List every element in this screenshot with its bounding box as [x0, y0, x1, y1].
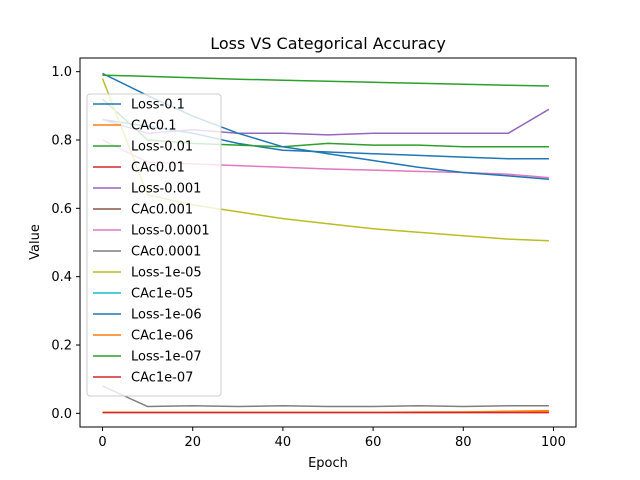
legend-label: CAc1e-07 [131, 371, 193, 386]
y-tick-label: 0.2 [51, 339, 72, 354]
y-axis: 0.0 0.2 0.4 0.6 0.8 1.0 [51, 65, 80, 422]
y-axis-label: Value [28, 224, 43, 260]
legend-label: CAc0.0001 [131, 245, 201, 260]
x-tick-label: 60 [365, 435, 382, 450]
legend-label: Loss-0.1 [131, 98, 185, 113]
x-tick-label: 80 [455, 435, 472, 450]
legend: Loss-0.1 CAc0.1 Loss-0.01 CAc0.01 Loss-0.001… [86, 93, 222, 397]
series-line-7 [102, 385, 549, 408]
y-tick-label: 0.6 [51, 202, 72, 217]
y-tick-label: 0.4 [51, 270, 72, 285]
x-tick-label: 20 [184, 435, 201, 450]
legend-box [86, 93, 222, 397]
legend-label: CAc0.01 [131, 161, 185, 176]
legend-label: CAc0.001 [131, 203, 193, 218]
legend-label: CAc1e-06 [131, 329, 193, 344]
y-tick-label: 0.0 [51, 407, 72, 422]
series-line-12 [102, 74, 549, 87]
y-tick-label: 1.0 [51, 65, 72, 80]
legend-label: Loss-0.01 [131, 140, 193, 155]
y-tick-label: 0.8 [51, 134, 72, 149]
legend-label: Loss-0.001 [131, 182, 201, 197]
chart-title: Loss VS Categorical Accuracy [210, 34, 446, 53]
legend-label: CAc0.1 [131, 119, 177, 134]
legend-label: Loss-1e-05 [131, 266, 202, 281]
x-tick-label: 40 [275, 435, 292, 450]
x-axis-label: Epoch [308, 456, 348, 471]
legend-label: Loss-0.0001 [131, 224, 210, 239]
x-tick-label: 100 [541, 435, 566, 450]
legend-label: CAc1e-05 [131, 287, 193, 302]
x-axis: 0 20 40 60 80 100 [98, 427, 566, 450]
plot-frame [79, 57, 577, 428]
legend-label: Loss-1e-07 [131, 350, 202, 365]
x-tick-label: 0 [98, 435, 106, 450]
legend-label: Loss-1e-06 [131, 308, 202, 323]
